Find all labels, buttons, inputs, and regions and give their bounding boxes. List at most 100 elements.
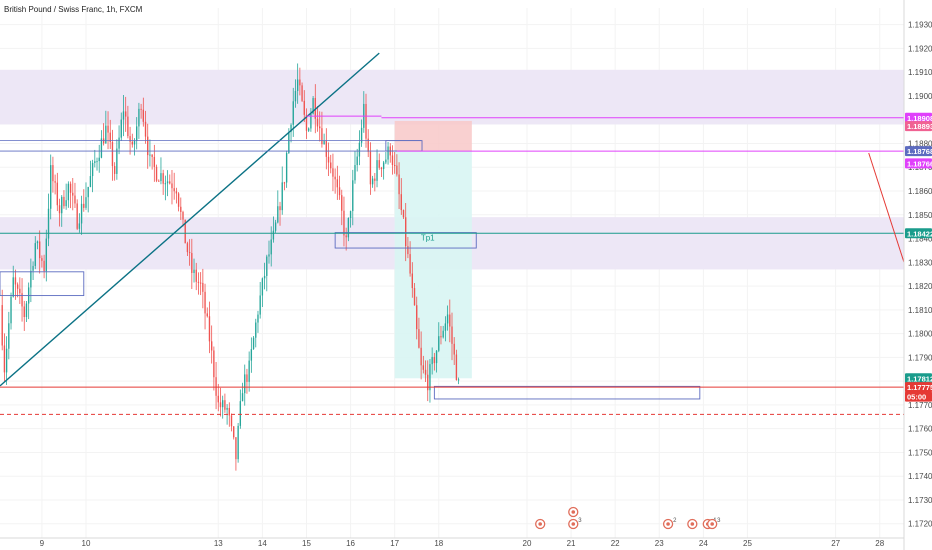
candle[interactable] — [199, 282, 202, 284]
candle[interactable] — [398, 174, 400, 195]
candle[interactable] — [164, 183, 167, 185]
candle[interactable] — [224, 400, 226, 410]
candle[interactable] — [440, 336, 442, 338]
candle[interactable] — [382, 162, 385, 170]
candle[interactable] — [424, 369, 427, 375]
candle[interactable] — [136, 126, 138, 141]
candle[interactable] — [367, 138, 369, 152]
candle[interactable] — [407, 246, 409, 255]
candle[interactable] — [138, 108, 140, 127]
candle[interactable] — [105, 125, 107, 144]
candle[interactable] — [393, 165, 396, 167]
candle[interactable] — [365, 103, 367, 139]
candle[interactable] — [158, 180, 160, 182]
candle[interactable] — [16, 284, 19, 289]
candle[interactable] — [160, 173, 162, 182]
candle[interactable] — [349, 211, 352, 219]
candle[interactable] — [32, 265, 34, 271]
candle[interactable] — [457, 379, 460, 381]
candle[interactable] — [72, 192, 74, 196]
candle[interactable] — [191, 253, 193, 274]
candle[interactable] — [124, 111, 127, 117]
candle[interactable] — [435, 350, 438, 364]
candle[interactable] — [244, 374, 246, 394]
candle[interactable] — [131, 141, 133, 145]
candle[interactable] — [83, 203, 85, 208]
candle[interactable] — [177, 193, 180, 207]
candle[interactable] — [21, 293, 23, 307]
candle[interactable] — [376, 160, 378, 181]
candle[interactable] — [402, 210, 405, 218]
candle[interactable] — [429, 364, 431, 391]
candle[interactable] — [316, 118, 319, 127]
candle[interactable] — [257, 314, 259, 323]
candle[interactable] — [446, 314, 449, 324]
candle[interactable] — [281, 182, 283, 211]
candle[interactable] — [303, 100, 305, 115]
candle[interactable] — [250, 349, 253, 361]
candle[interactable] — [133, 140, 136, 145]
candle[interactable] — [171, 183, 173, 189]
candle[interactable] — [438, 336, 440, 351]
candle[interactable] — [142, 109, 145, 122]
candle[interactable] — [427, 374, 429, 391]
candle[interactable] — [113, 166, 116, 174]
candle[interactable] — [411, 273, 413, 289]
candle[interactable] — [109, 132, 111, 142]
candle[interactable] — [41, 258, 43, 261]
candle[interactable] — [405, 217, 407, 247]
candle[interactable] — [241, 393, 244, 402]
candle[interactable] — [334, 176, 336, 180]
candle[interactable] — [283, 182, 286, 184]
candle[interactable] — [61, 196, 63, 214]
candle[interactable] — [1, 305, 3, 346]
candle[interactable] — [149, 154, 151, 156]
rectangle-drawing[interactable] — [334, 232, 477, 249]
candle[interactable] — [87, 186, 89, 198]
candle[interactable] — [292, 101, 294, 125]
candle[interactable] — [34, 243, 36, 266]
candle[interactable] — [305, 114, 308, 131]
candle[interactable] — [255, 322, 257, 338]
candle[interactable] — [345, 235, 347, 238]
candle[interactable] — [288, 131, 290, 154]
candle[interactable] — [261, 278, 264, 296]
stop-loss-zone[interactable] — [394, 120, 472, 152]
candle[interactable] — [360, 127, 363, 143]
candle[interactable] — [23, 306, 25, 318]
candle[interactable] — [96, 161, 98, 163]
candle[interactable] — [387, 146, 389, 160]
candle[interactable] — [285, 153, 288, 183]
candle[interactable] — [184, 219, 186, 244]
candle[interactable] — [5, 348, 8, 373]
candle[interactable] — [233, 426, 235, 438]
candle[interactable] — [153, 156, 156, 167]
candle[interactable] — [374, 178, 376, 181]
candle[interactable] — [332, 168, 334, 177]
candle[interactable] — [272, 230, 275, 240]
candle[interactable] — [325, 140, 328, 157]
candle[interactable] — [431, 356, 433, 365]
candle[interactable] — [144, 121, 147, 137]
candle[interactable] — [449, 314, 451, 327]
candle[interactable] — [455, 354, 458, 381]
candle[interactable] — [65, 200, 67, 207]
candle[interactable] — [312, 98, 314, 114]
candle[interactable] — [169, 181, 171, 184]
candle[interactable] — [188, 252, 191, 254]
candle[interactable] — [226, 407, 228, 410]
candle[interactable] — [56, 182, 59, 206]
candle[interactable] — [442, 330, 444, 338]
trend-line[interactable] — [0, 52, 380, 387]
candle[interactable] — [420, 347, 422, 366]
candle[interactable] — [120, 119, 122, 138]
candle[interactable] — [52, 165, 54, 182]
candle[interactable] — [239, 401, 242, 426]
candle[interactable] — [8, 323, 10, 349]
candle[interactable] — [210, 341, 213, 351]
candle[interactable] — [116, 148, 118, 174]
candle[interactable] — [25, 303, 28, 318]
candle[interactable] — [433, 356, 436, 364]
